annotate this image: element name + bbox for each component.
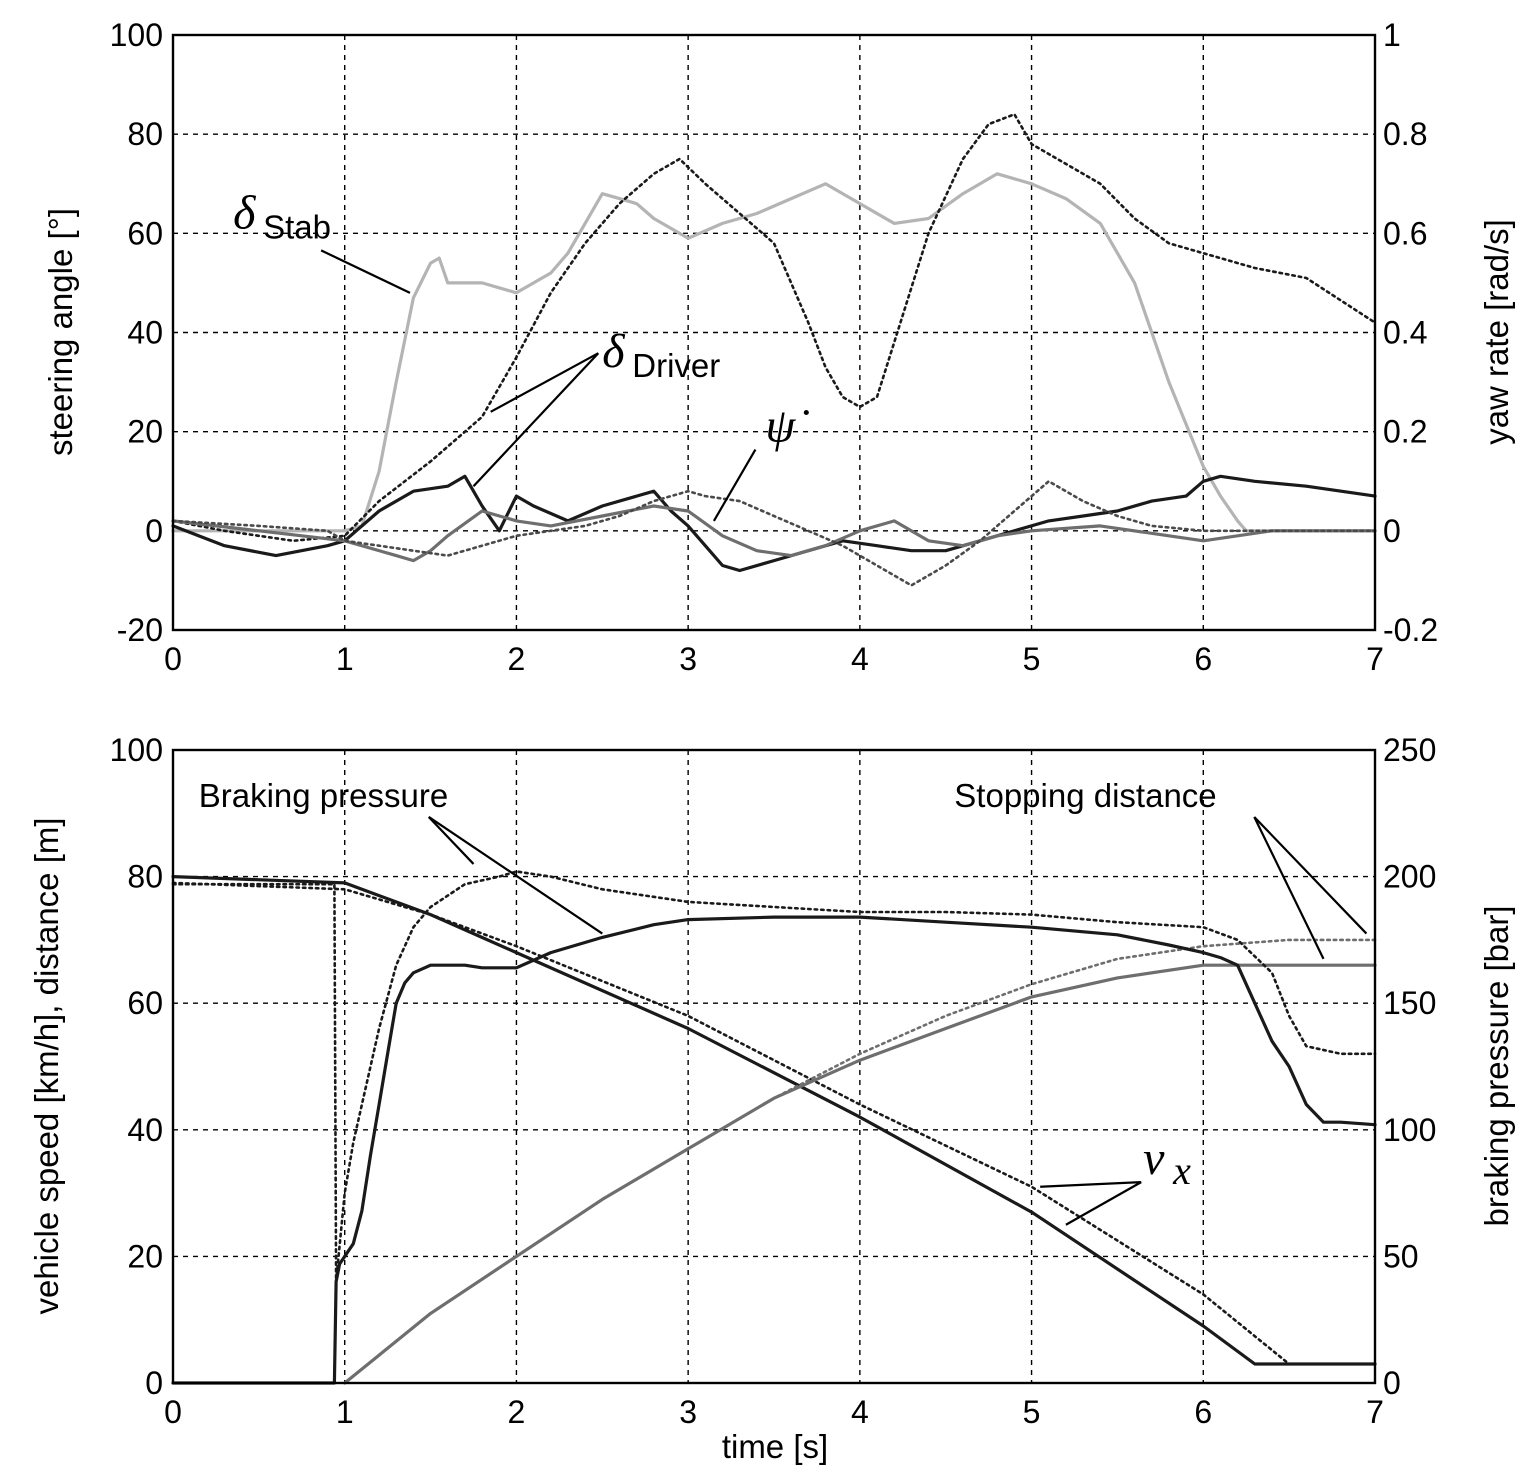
top-series-line-1 (171, 172, 1377, 533)
top-annotation-symbol: δ (233, 186, 256, 239)
bottom-annotation-leader-line (1065, 1181, 1142, 1226)
top-left-axis-label: steering angle [°] (42, 208, 79, 456)
bottom-x-axis-label: time [s] (722, 1428, 828, 1465)
bottom-x-tick-label: 0 (164, 1394, 182, 1430)
bottom-series-line-6 (171, 870, 1377, 1283)
bottom-series-line-2 (171, 881, 1377, 1366)
top-annotation-leader-line (320, 249, 411, 294)
bottom-annotation-text: Braking pressure (199, 777, 448, 814)
bottom-right-tick-label: 0 (1383, 1365, 1401, 1401)
bottom-x-tick-label: 3 (679, 1394, 697, 1430)
top-series (171, 113, 1377, 587)
bottom-annotation-leader-line (1040, 1181, 1142, 1188)
top-right-tick-label: 1 (1383, 17, 1401, 53)
top-series-line-2 (171, 113, 1377, 543)
top-panel: 0 1 2 3 4 5 6 7100806040200-2010.80.60.40.20-0.… (42, 17, 1515, 677)
top-grid (173, 35, 1375, 630)
bottom-x-tick-label: 5 (1023, 1394, 1041, 1430)
top-annotation-leader-line (490, 352, 599, 413)
top-left-tick-label: 0 (145, 513, 163, 549)
bottom-x-tick-label: 1 (336, 1394, 354, 1430)
top-x-tick-label: 5 (1023, 641, 1041, 677)
top-x-tick-label: 7 (1366, 641, 1384, 677)
bottom-right-tick-label: 50 (1383, 1238, 1419, 1274)
bottom-series-line-5 (171, 915, 1377, 1385)
top-series-line-5 (171, 479, 1377, 587)
top-left-tick-label: -20 (117, 612, 163, 648)
bottom-plot-frame (171, 748, 1377, 1385)
bottom-x-tick-label: 6 (1194, 1394, 1212, 1430)
top-right-tick-label: 0 (1383, 513, 1401, 549)
bottom-x-tick-label: 7 (1366, 1394, 1384, 1430)
top-x-tick-label: 0 (164, 641, 182, 677)
top-left-tick-label: 80 (127, 116, 163, 152)
bottom-right-tick-label: 100 (1383, 1112, 1436, 1148)
top-right-tick-label: 0.2 (1383, 414, 1427, 450)
top-right-tick-label: 0.8 (1383, 116, 1427, 152)
bottom-annotation-symbol: v (1143, 1132, 1165, 1185)
top-right-axis-label: yaw rate [rad/s] (1478, 219, 1515, 445)
top-left-tick-label: 20 (127, 414, 163, 450)
top-left-tick-label: 60 (127, 215, 163, 251)
bottom-right-tick-label: 200 (1383, 859, 1436, 895)
top-left-tick-label: 40 (127, 315, 163, 351)
bottom-right-tick-label: 250 (1383, 732, 1436, 768)
bottom-annotation-subscript: x (1172, 1148, 1191, 1193)
top-right-tick-label: 0.6 (1383, 215, 1427, 251)
bottom-x-tick-label: 4 (851, 1394, 869, 1430)
top-annotation-leader-line (712, 449, 757, 522)
bottom-x-tick-label: 2 (508, 1394, 526, 1430)
top-right-tick-label: -0.2 (1383, 612, 1438, 648)
bottom-annotation-leader-line (428, 816, 603, 935)
bottom-series (171, 870, 1377, 1385)
bottom-left-tick-label: 80 (127, 859, 163, 895)
bottom-left-tick-label: 100 (110, 732, 163, 768)
top-x-tick-label: 3 (679, 641, 697, 677)
bottom-left-tick-label: 60 (127, 985, 163, 1021)
bottom-left-tick-label: 0 (145, 1365, 163, 1401)
top-right-tick-label: 0.4 (1383, 315, 1427, 351)
bottom-annotation-text: Stopping distance (954, 777, 1216, 814)
top-annotation-leader-line (472, 352, 600, 487)
top-series-line-3 (171, 474, 1377, 573)
top-annotation-subscript: Stab (263, 208, 331, 245)
top-x-tick-label: 4 (851, 641, 869, 677)
top-x-tick-label: 2 (508, 641, 526, 677)
top-annotation-symbol: δ (602, 325, 625, 378)
bottom-series-line-1 (171, 874, 1377, 1366)
bottom-right-axis-label: braking pressure [bar] (1478, 906, 1515, 1227)
bottom-annotation-leader-line (427, 816, 475, 865)
top-left-tick-label: 100 (110, 17, 163, 53)
top-x-tick-label: 1 (336, 641, 354, 677)
top-annotation-subscript: Driver (632, 347, 720, 384)
bottom-left-tick-label: 40 (127, 1112, 163, 1148)
top-plot-frame (171, 33, 1377, 632)
bottom-annotations: Braking pressure Stopping distance v x (199, 777, 1368, 1226)
bottom-right-tick-label: 150 (1383, 985, 1436, 1021)
bottom-annotation-leader-line (1253, 816, 1325, 960)
top-ticks: 0 1 2 3 4 5 6 7100806040200-2010.80.60.40.20-0.… (110, 17, 1439, 677)
top-x-tick-label: 6 (1194, 641, 1212, 677)
bottom-left-tick-label: 20 (127, 1238, 163, 1274)
bottom-annotation-leader-line (1253, 816, 1368, 935)
bottom-left-axis-label: vehicle speed [km/h], distance [m] (28, 817, 65, 1314)
bottom-series-line-4 (343, 938, 1377, 1385)
top-annotation-symbol: ψ̇ (765, 400, 809, 453)
top-series-line-4 (171, 504, 1377, 563)
